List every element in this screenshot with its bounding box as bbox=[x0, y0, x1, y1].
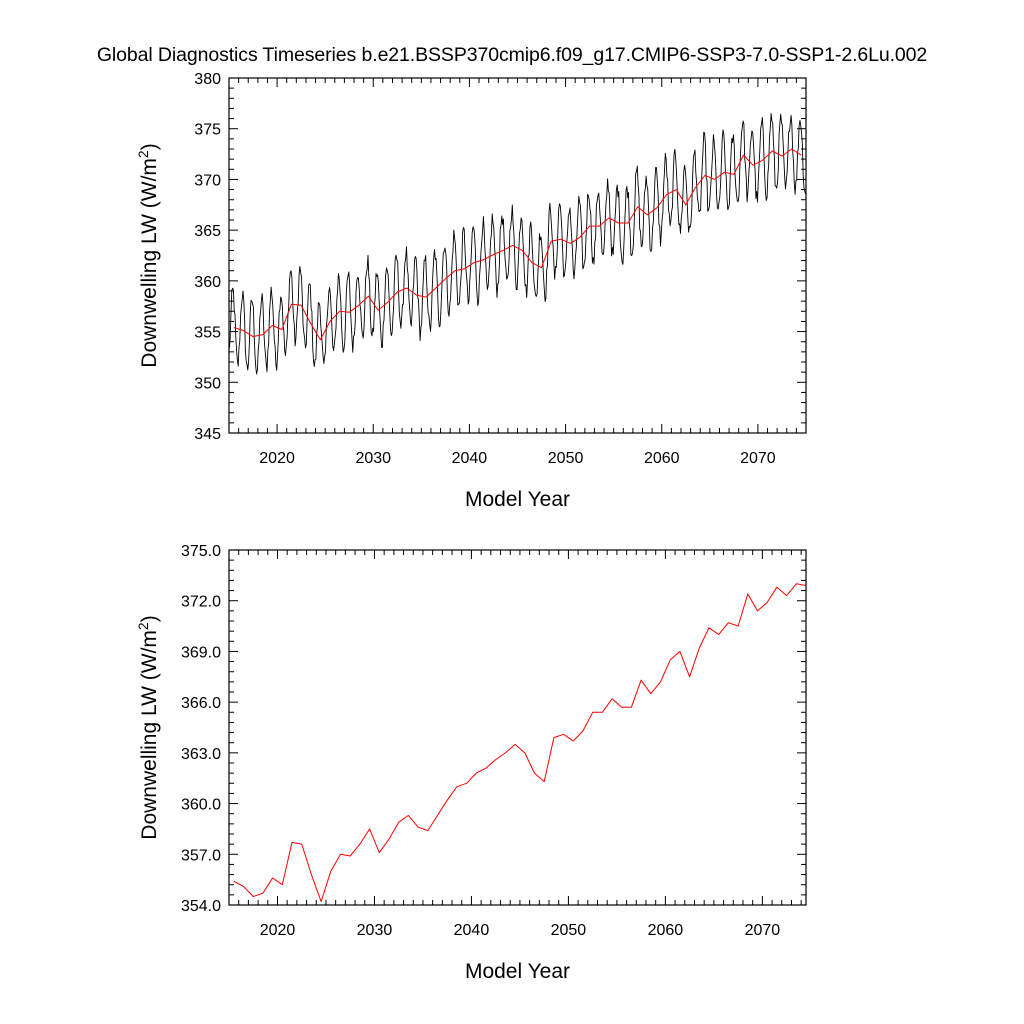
y-axis-title: Downwelling LW (W/m2) bbox=[135, 143, 161, 367]
x-tick-label: 2030 bbox=[357, 922, 393, 939]
y-tick-label: 372.0 bbox=[181, 594, 221, 611]
series-line-annual bbox=[233, 583, 807, 903]
x-tick-label: 2020 bbox=[259, 450, 295, 467]
x-tick-label: 2060 bbox=[648, 922, 684, 939]
chart-top-panel: 2020 2030 2040 2050 2060 2070 345 350 355 360 365 3… bbox=[135, 71, 807, 511]
y-axis-title-suffix: ) bbox=[138, 615, 161, 622]
x-tick-label: 2040 bbox=[452, 450, 488, 467]
y-tick-label: 355 bbox=[194, 325, 221, 342]
y-axis-title: Downwelling LW (W/m2) bbox=[135, 615, 161, 839]
y-axis-title-suffix: ) bbox=[138, 143, 161, 150]
series-line-monthly bbox=[228, 112, 807, 375]
x-tick-label: 2070 bbox=[745, 922, 781, 939]
y-tick-label: 370 bbox=[194, 172, 221, 189]
y-tick-label: 363.0 bbox=[181, 746, 221, 763]
x-tick-label: 2050 bbox=[548, 450, 584, 467]
y-tick-label: 369.0 bbox=[181, 644, 221, 661]
y-axis-title-superscript: 2 bbox=[135, 150, 151, 158]
y-tick-label: 350 bbox=[194, 375, 221, 392]
x-tick-label: 2070 bbox=[740, 450, 776, 467]
x-axis-title: Model Year bbox=[465, 488, 570, 511]
x-tick-label: 2020 bbox=[260, 922, 296, 939]
y-tick-label: 345 bbox=[194, 426, 221, 443]
chart-bottom-panel: 2020 2030 2040 2050 2060 2070 354.0 357.0 360.0 3… bbox=[135, 543, 807, 983]
y-tick-label: 375.0 bbox=[181, 543, 221, 560]
plot-frame bbox=[228, 549, 807, 906]
series-line-annual bbox=[233, 148, 802, 341]
y-tick-label: 375 bbox=[194, 122, 221, 139]
y-tick-label: 360.0 bbox=[181, 797, 221, 814]
x-tick-label: 2040 bbox=[454, 922, 490, 939]
y-tick-label: 357.0 bbox=[181, 847, 221, 864]
x-tick-label: 2030 bbox=[355, 450, 391, 467]
y-tick-label: 360 bbox=[194, 274, 221, 291]
y-tick-label: 366.0 bbox=[181, 695, 221, 712]
x-tick-label: 2050 bbox=[551, 922, 587, 939]
page-title: Global Diagnostics Timeseries b.e21.BSSP… bbox=[96, 44, 928, 66]
y-axis-title-superscript: 2 bbox=[135, 622, 151, 630]
x-axis-title: Model Year bbox=[465, 960, 570, 983]
y-tick-label: 354.0 bbox=[181, 898, 221, 915]
y-tick-label: 365 bbox=[194, 223, 221, 240]
y-tick-label: 380 bbox=[194, 71, 221, 88]
x-tick-label: 2060 bbox=[644, 450, 680, 467]
y-axis-title-main: Downwelling LW (W/m bbox=[138, 630, 161, 840]
y-axis-title-main: Downwelling LW (W/m bbox=[138, 158, 161, 368]
plot-frame bbox=[228, 77, 807, 434]
